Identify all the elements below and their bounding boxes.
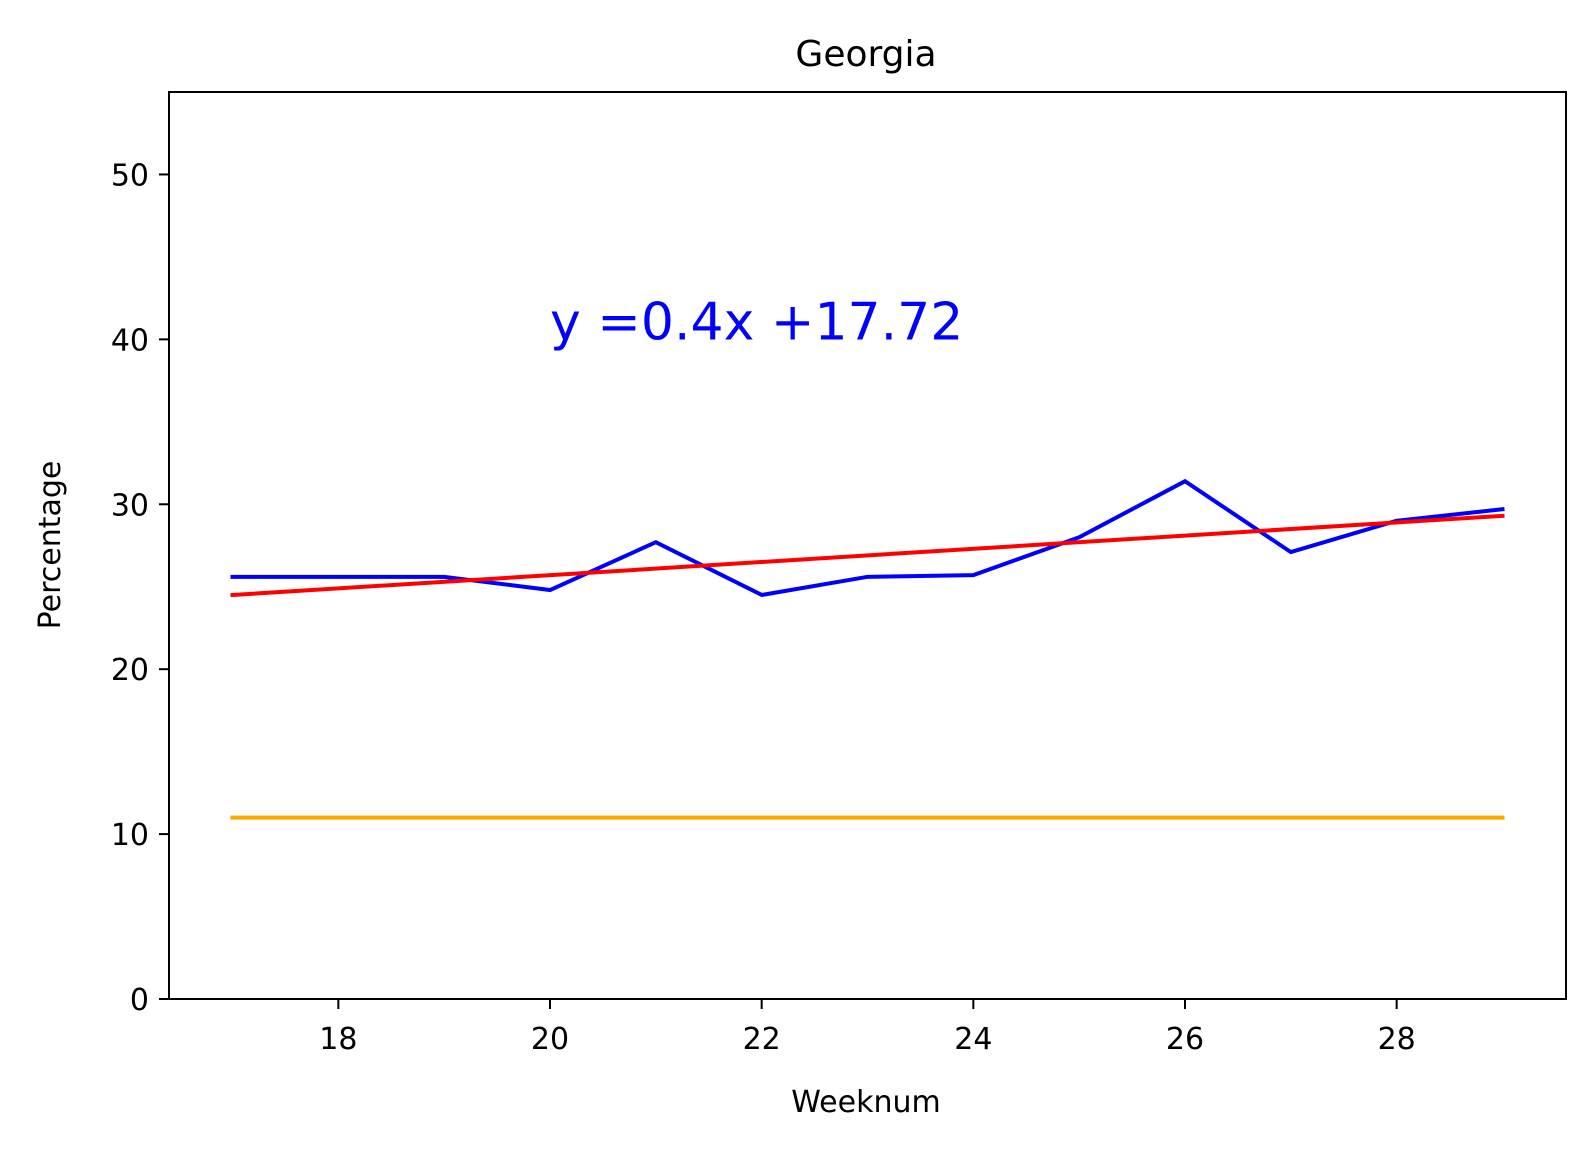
y-tick-label: 30 <box>111 488 149 523</box>
x-axis-label: Weeknum <box>791 1085 940 1120</box>
chart-title: Georgia <box>795 34 936 75</box>
x-tick-label: 18 <box>319 1022 357 1057</box>
y-axis-ticks: 0 10 20 30 40 50 <box>111 158 169 1018</box>
y-tick-label: 10 <box>111 818 149 853</box>
plot-area-frame <box>168 91 1567 1000</box>
y-axis-label: Percentage <box>33 461 68 630</box>
series-line-2 <box>230 513 1505 598</box>
x-tick-label: 22 <box>743 1022 781 1057</box>
series-line-1 <box>230 478 1505 598</box>
y-tick-label: 20 <box>111 653 149 688</box>
x-tick-label: 26 <box>1166 1022 1204 1057</box>
y-tick-label: 50 <box>111 158 149 193</box>
x-tick-label: 24 <box>954 1022 992 1057</box>
series-layer <box>230 478 1505 820</box>
x-tick-label: 20 <box>531 1022 569 1057</box>
y-tick-label: 40 <box>111 323 149 358</box>
regression-equation-annotation: y =0.4x +17.72 <box>550 292 963 352</box>
x-tick-label: 28 <box>1378 1022 1416 1057</box>
x-axis-ticks: 18 20 22 24 26 28 <box>319 999 1416 1057</box>
y-tick-label: 0 <box>130 983 149 1018</box>
